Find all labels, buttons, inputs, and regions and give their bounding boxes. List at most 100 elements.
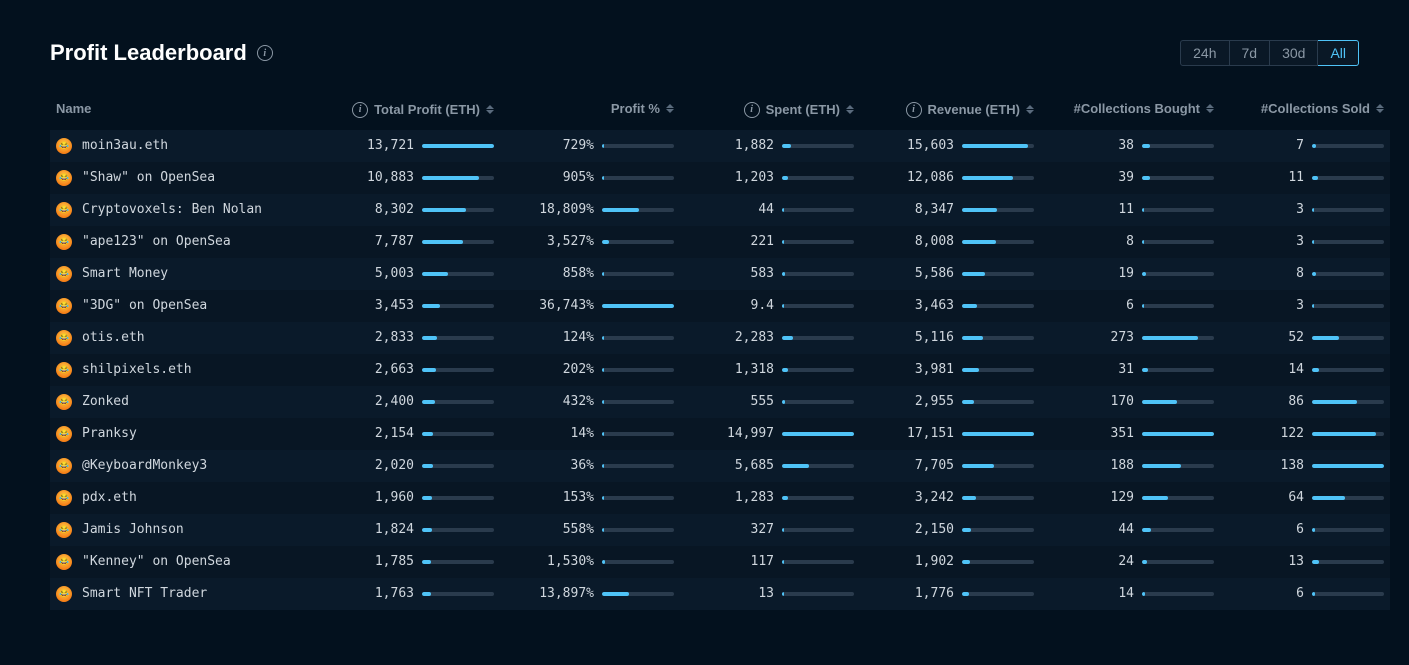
col-header-bought[interactable]: #Collections Bought (1040, 92, 1220, 130)
info-icon[interactable]: i (352, 102, 368, 118)
value-sold: 64 (1288, 490, 1304, 505)
value-bought: 6 (1126, 298, 1134, 313)
table-row[interactable]: 😂Jamis Johnson1,824558%3272,150446 (50, 514, 1390, 546)
info-icon[interactable]: i (906, 102, 922, 118)
trader-name[interactable]: Jamis Johnson (82, 522, 184, 537)
cell-bought: 129 (1040, 482, 1220, 514)
sort-icon[interactable] (1206, 104, 1214, 113)
cell-profit_pct: 858% (500, 258, 680, 290)
table-row[interactable]: 😂Zonked2,400432%5552,95517086 (50, 386, 1390, 418)
col-header-spent[interactable]: iSpent (ETH) (680, 92, 860, 130)
sort-icon[interactable] (666, 104, 674, 113)
trader-name[interactable]: shilpixels.eth (82, 362, 192, 377)
bar-track (1142, 368, 1214, 372)
table-row[interactable]: 😂"Kenney" on OpenSea1,7851,530%1171,9022… (50, 546, 1390, 578)
table-row[interactable]: 😂Cryptovoxels: Ben Nolan8,30218,809%448,… (50, 194, 1390, 226)
time-tab-7d[interactable]: 7d (1230, 40, 1271, 66)
info-icon[interactable]: i (744, 102, 760, 118)
trader-name[interactable]: moin3au.eth (82, 138, 168, 153)
bar-fill (962, 272, 985, 276)
col-header-profit_pct[interactable]: Profit % (500, 92, 680, 130)
cell-revenue: 5,116 (860, 322, 1040, 354)
bar-track (602, 400, 674, 404)
sort-icon[interactable] (1026, 105, 1034, 114)
trader-name[interactable]: "Shaw" on OpenSea (82, 170, 215, 185)
trader-name[interactable]: Pranksy (82, 426, 137, 441)
bar-track (962, 528, 1034, 532)
col-header-total_profit[interactable]: iTotal Profit (ETH) (310, 92, 500, 130)
cell-total_profit: 2,020 (310, 450, 500, 482)
trader-name[interactable]: Cryptovoxels: Ben Nolan (82, 202, 262, 217)
avatar-icon: 😂 (56, 554, 72, 570)
bar-fill (962, 432, 1034, 436)
value-revenue: 5,116 (915, 330, 954, 345)
table-header-row: NameiTotal Profit (ETH)Profit %iSpent (E… (50, 92, 1390, 130)
sort-icon[interactable] (1376, 104, 1384, 113)
bar-track (962, 272, 1034, 276)
value-profit_pct: 558% (563, 522, 594, 537)
trader-name[interactable]: Smart Money (82, 266, 168, 281)
bar-track (1312, 432, 1384, 436)
trader-name[interactable]: Smart NFT Trader (82, 586, 207, 601)
bar-fill (602, 176, 604, 180)
trader-name[interactable]: "3DG" on OpenSea (82, 298, 207, 313)
sort-icon[interactable] (486, 105, 494, 114)
col-header-revenue[interactable]: iRevenue (ETH) (860, 92, 1040, 130)
table-body: 😂moin3au.eth13,721729%1,88215,603387😂"Sh… (50, 130, 1390, 610)
table-row[interactable]: 😂moin3au.eth13,721729%1,88215,603387 (50, 130, 1390, 162)
trader-name[interactable]: pdx.eth (82, 490, 137, 505)
bar-track (1312, 176, 1384, 180)
table-row[interactable]: 😂"Shaw" on OpenSea10,883905%1,20312,0863… (50, 162, 1390, 194)
trader-name[interactable]: Zonked (82, 394, 129, 409)
bar-fill (782, 432, 854, 436)
table-row[interactable]: 😂pdx.eth1,960153%1,2833,24212964 (50, 482, 1390, 514)
table-row[interactable]: 😂Pranksy2,15414%14,99717,151351122 (50, 418, 1390, 450)
trader-name[interactable]: "Kenney" on OpenSea (82, 554, 231, 569)
bar-fill (962, 336, 983, 340)
cell-total_profit: 1,824 (310, 514, 500, 546)
col-header-sold[interactable]: #Collections Sold (1220, 92, 1390, 130)
bar-track (962, 144, 1034, 148)
trader-name[interactable]: "ape123" on OpenSea (82, 234, 231, 249)
bar-track (782, 368, 854, 372)
bar-fill (962, 464, 994, 468)
table-row[interactable]: 😂Smart Money5,003858%5835,586198 (50, 258, 1390, 290)
time-tab-30d[interactable]: 30d (1270, 40, 1318, 66)
trader-name[interactable]: otis.eth (82, 330, 145, 345)
time-tab-all[interactable]: All (1318, 40, 1359, 66)
bar-track (1142, 432, 1214, 436)
cell-profit_pct: 13,897% (500, 578, 680, 610)
table-row[interactable]: 😂otis.eth2,833124%2,2835,11627352 (50, 322, 1390, 354)
cell-spent: 583 (680, 258, 860, 290)
table-row[interactable]: 😂shilpixels.eth2,663202%1,3183,9813114 (50, 354, 1390, 386)
trader-name[interactable]: @KeyboardMonkey3 (82, 458, 207, 473)
bar-fill (422, 240, 463, 244)
cell-profit_pct: 36% (500, 450, 680, 482)
cell-spent: 1,203 (680, 162, 860, 194)
table-row[interactable]: 😂"ape123" on OpenSea7,7873,527%2218,0088… (50, 226, 1390, 258)
table-row[interactable]: 😂"3DG" on OpenSea3,45336,743%9.43,46363 (50, 290, 1390, 322)
bar-track (422, 144, 494, 148)
value-revenue: 17,151 (907, 426, 954, 441)
bar-fill (1312, 336, 1339, 340)
sort-icon[interactable] (846, 105, 854, 114)
value-profit_pct: 432% (563, 394, 594, 409)
bar-fill (782, 304, 784, 308)
cell-bought: 39 (1040, 162, 1220, 194)
table-row[interactable]: 😂Smart NFT Trader1,76313,897%131,776146 (50, 578, 1390, 610)
bar-fill (782, 528, 784, 532)
cell-revenue: 8,008 (860, 226, 1040, 258)
cell-name: 😂Smart Money (50, 258, 310, 290)
value-total_profit: 1,824 (375, 522, 414, 537)
bar-track (1142, 336, 1214, 340)
table-row[interactable]: 😂@KeyboardMonkey32,02036%5,6857,70518813… (50, 450, 1390, 482)
bar-track (1312, 240, 1384, 244)
value-profit_pct: 13,897% (539, 586, 594, 601)
value-revenue: 15,603 (907, 138, 954, 153)
value-revenue: 8,008 (915, 234, 954, 249)
time-tab-24h[interactable]: 24h (1180, 40, 1229, 66)
avatar-icon: 😂 (56, 298, 72, 314)
bar-fill (1142, 464, 1181, 468)
info-icon[interactable]: i (257, 45, 273, 61)
bar-fill (782, 240, 784, 244)
